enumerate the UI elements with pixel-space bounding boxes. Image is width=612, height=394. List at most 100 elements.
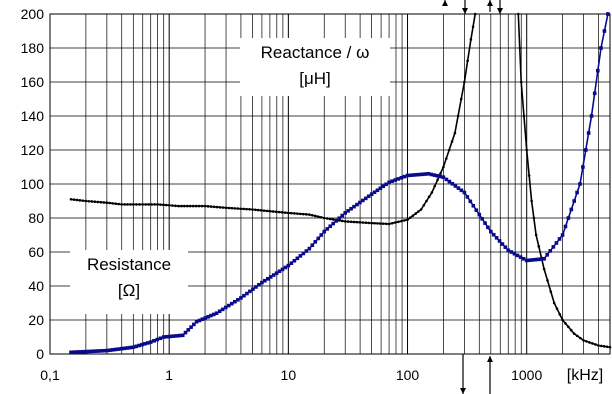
data-point-resistance [316, 215, 320, 218]
data-point-resistance [96, 200, 100, 204]
data-point-reactance [432, 173, 437, 177]
data-point-resistance [99, 200, 103, 204]
data-point-reactance [110, 348, 115, 352]
data-point-resistance [567, 325, 570, 329]
data-point-reactance [186, 328, 191, 332]
data-point-reactance [283, 265, 288, 270]
data-point-resistance [171, 204, 174, 207]
data-point-reactance [361, 198, 365, 203]
data-point-resistance [126, 203, 129, 206]
annotation-line1: Resistance [87, 255, 171, 274]
data-point-reactance [399, 175, 404, 180]
data-point-resistance [358, 221, 362, 224]
data-point-reactance [325, 227, 330, 231]
data-point-reactance [384, 182, 388, 187]
annotation-box [240, 38, 390, 96]
data-point-resistance [200, 204, 204, 208]
arrow-head [487, 356, 493, 362]
data-point-reactance [536, 257, 541, 262]
data-point-resistance [236, 207, 240, 210]
y-tick-label: 80 [28, 210, 44, 226]
data-point-reactance [500, 242, 505, 246]
data-point-resistance [588, 341, 591, 344]
data-point-reactance [211, 312, 216, 317]
annotation-box [70, 250, 188, 314]
data-point-reactance [128, 345, 133, 350]
data-point-reactance [503, 245, 508, 249]
data-point-reactance [417, 172, 422, 177]
data-point-resistance [518, 46, 522, 50]
data-point-reactance [200, 317, 205, 322]
data-point-resistance [93, 200, 97, 204]
data-point-reactance [340, 213, 345, 218]
data-point-resistance [534, 233, 538, 237]
data-point-reactance [81, 349, 85, 354]
data-point-reactance [569, 207, 574, 212]
data-point-reactance [355, 202, 359, 207]
data-point-reactance [274, 271, 279, 275]
data-point-resistance [84, 199, 88, 203]
data-point-resistance [516, 12, 520, 16]
data-point-resistance [361, 221, 365, 224]
data-point-resistance [212, 205, 216, 209]
data-point-reactance [99, 349, 103, 353]
data-point-reactance [194, 319, 199, 324]
data-point-reactance [75, 350, 79, 354]
data-point-resistance [442, 165, 445, 169]
data-point-resistance [322, 216, 326, 220]
data-point-reactance [69, 350, 73, 355]
data-point-resistance [308, 213, 311, 216]
data-point-reactance [390, 179, 394, 183]
data-point-reactance [113, 347, 118, 352]
data-point-resistance [542, 267, 546, 271]
data-point-resistance [367, 221, 371, 225]
data-point-reactance [143, 342, 147, 346]
offscale-arrow [487, 0, 493, 12]
offscale-arrow [497, 0, 503, 14]
data-point-resistance [340, 219, 344, 223]
data-point-reactance [137, 343, 141, 348]
data-point-resistance [147, 203, 150, 206]
data-point-resistance [530, 199, 533, 203]
data-point-reactance [423, 172, 428, 176]
data-point-reactance [236, 298, 240, 302]
data-point-reactance [521, 257, 526, 261]
data-point-reactance [456, 186, 461, 190]
data-point-resistance [575, 334, 579, 338]
data-point-reactance [393, 178, 398, 182]
data-point-reactance [155, 337, 160, 342]
data-point-resistance [233, 207, 237, 210]
data-point-reactance [168, 334, 172, 339]
data-point-reactance [462, 190, 467, 195]
data-point-resistance [414, 212, 417, 215]
data-point-resistance [519, 80, 523, 84]
data-point-reactance [369, 192, 374, 196]
data-point-reactance [459, 188, 464, 193]
data-point-reactance [533, 257, 538, 262]
data-point-reactance [527, 258, 532, 263]
data-point-reactance [72, 350, 76, 354]
offscale-arrow [442, 0, 448, 6]
data-point-resistance [459, 97, 463, 101]
data-point-resistance [156, 203, 159, 206]
data-point-resistance [387, 222, 391, 226]
data-point-reactance [171, 334, 176, 338]
data-point-resistance [290, 211, 293, 215]
data-point-reactance [596, 68, 600, 73]
arrow-head [442, 0, 448, 6]
data-point-resistance [555, 307, 559, 310]
data-point-reactance [307, 246, 312, 251]
data-point-resistance [227, 206, 231, 210]
data-point-reactance [263, 278, 267, 283]
data-point-reactance [209, 313, 213, 318]
y-tick-label: 140 [21, 108, 45, 124]
data-point-resistance [203, 204, 207, 208]
data-point-reactance [515, 253, 520, 258]
data-point-resistance [381, 222, 385, 225]
data-point-resistance [370, 221, 373, 225]
data-point-resistance [564, 322, 567, 325]
data-point-resistance [105, 201, 109, 204]
data-point-resistance [218, 206, 222, 209]
data-point-reactance [180, 333, 185, 338]
data-point-resistance [436, 178, 439, 182]
